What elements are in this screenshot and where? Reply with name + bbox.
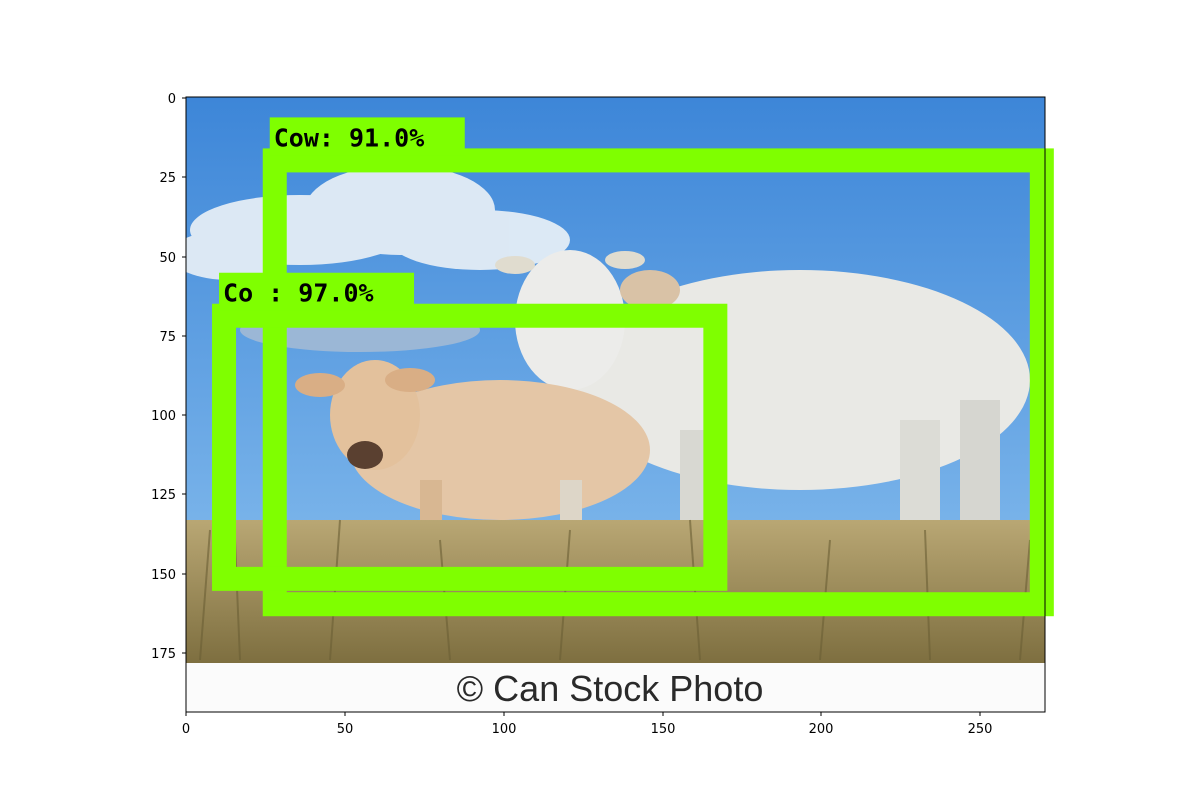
x-axis: 0 50 100 150 200 250 [182, 712, 993, 737]
detection-label-bg [219, 272, 415, 311]
detection-box [212, 303, 728, 591]
y-axis: 0 25 50 75 100 125 150 175 [151, 92, 186, 662]
y-tick-label: 150 [151, 568, 176, 583]
photo: © Can Stock Photo [186, 97, 1045, 712]
detection-label: Cow: 91.0% [274, 123, 425, 152]
detection-label: Co : 97.0% [223, 279, 374, 308]
y-tick-label: 125 [151, 488, 176, 503]
detection-box [262, 148, 1054, 617]
axes-frame [185, 96, 1046, 713]
x-tick-label: 100 [492, 722, 517, 737]
watermark-strip [186, 663, 1045, 712]
x-tick-label: 0 [182, 722, 190, 737]
y-tick-label: 100 [151, 409, 176, 424]
y-tick-label: 75 [159, 330, 176, 345]
x-tick-label: 200 [809, 722, 834, 737]
y-tick-label: 175 [151, 647, 176, 662]
y-tick-label: 25 [159, 171, 176, 186]
detections: Cow: 91.0% Co : 97.0% [212, 117, 1054, 617]
y-tick-label: 0 [168, 92, 176, 107]
watermark-text: © Can Stock Photo [457, 668, 764, 709]
x-tick-label: 50 [337, 722, 354, 737]
x-tick-label: 250 [968, 722, 993, 737]
x-tick-label: 150 [651, 722, 676, 737]
y-tick-label: 50 [159, 251, 176, 266]
detection-label-bg [269, 117, 465, 156]
